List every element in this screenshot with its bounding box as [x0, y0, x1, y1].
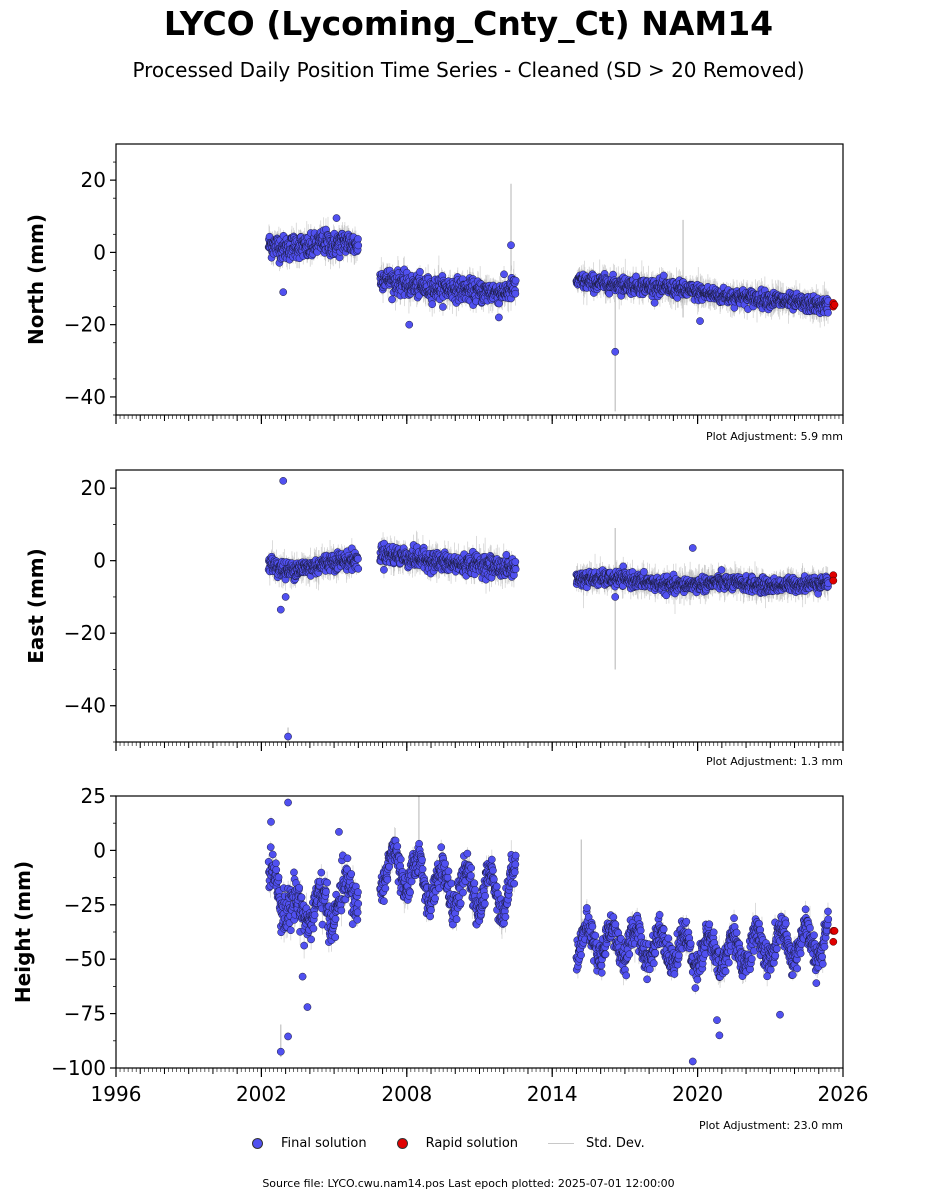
final-point	[824, 308, 832, 317]
final-point	[696, 317, 704, 325]
y-axis-label: North (mm)	[24, 214, 48, 345]
panel-1: 20 0 −20 −40 North (mm) Plot Adjustment: 5.9 …	[24, 143, 844, 443]
final-point	[279, 288, 288, 296]
series-final-1	[264, 183, 839, 412]
final-point	[500, 270, 508, 279]
final-point	[332, 214, 341, 222]
final-point	[495, 313, 503, 322]
chart-title: LYCO (Lycoming_Cnty_Ct) NAM14	[163, 4, 774, 43]
final-point	[354, 241, 363, 250]
final-point	[507, 241, 515, 250]
series-final-2	[264, 477, 838, 742]
final-point	[416, 267, 424, 276]
final-point	[388, 295, 396, 304]
rapid-point	[830, 300, 839, 309]
y-tick-label: −40	[64, 385, 106, 409]
y-tick-label: 0	[93, 240, 106, 264]
final-point	[354, 235, 362, 243]
y-tick-label: 20	[81, 168, 106, 192]
plot-adjustment-note: Plot Adjustment: 5.9 mm	[706, 430, 843, 443]
final-point	[611, 347, 620, 356]
final-point	[659, 271, 668, 280]
final-point	[650, 298, 659, 307]
final-point	[439, 303, 447, 311]
y-tick-label: −20	[64, 313, 106, 337]
final-point	[511, 276, 520, 285]
final-point	[405, 320, 414, 329]
chart-subtitle: Processed Daily Position Time Series - C…	[132, 58, 805, 82]
final-point	[428, 300, 437, 309]
final-point	[511, 289, 520, 298]
